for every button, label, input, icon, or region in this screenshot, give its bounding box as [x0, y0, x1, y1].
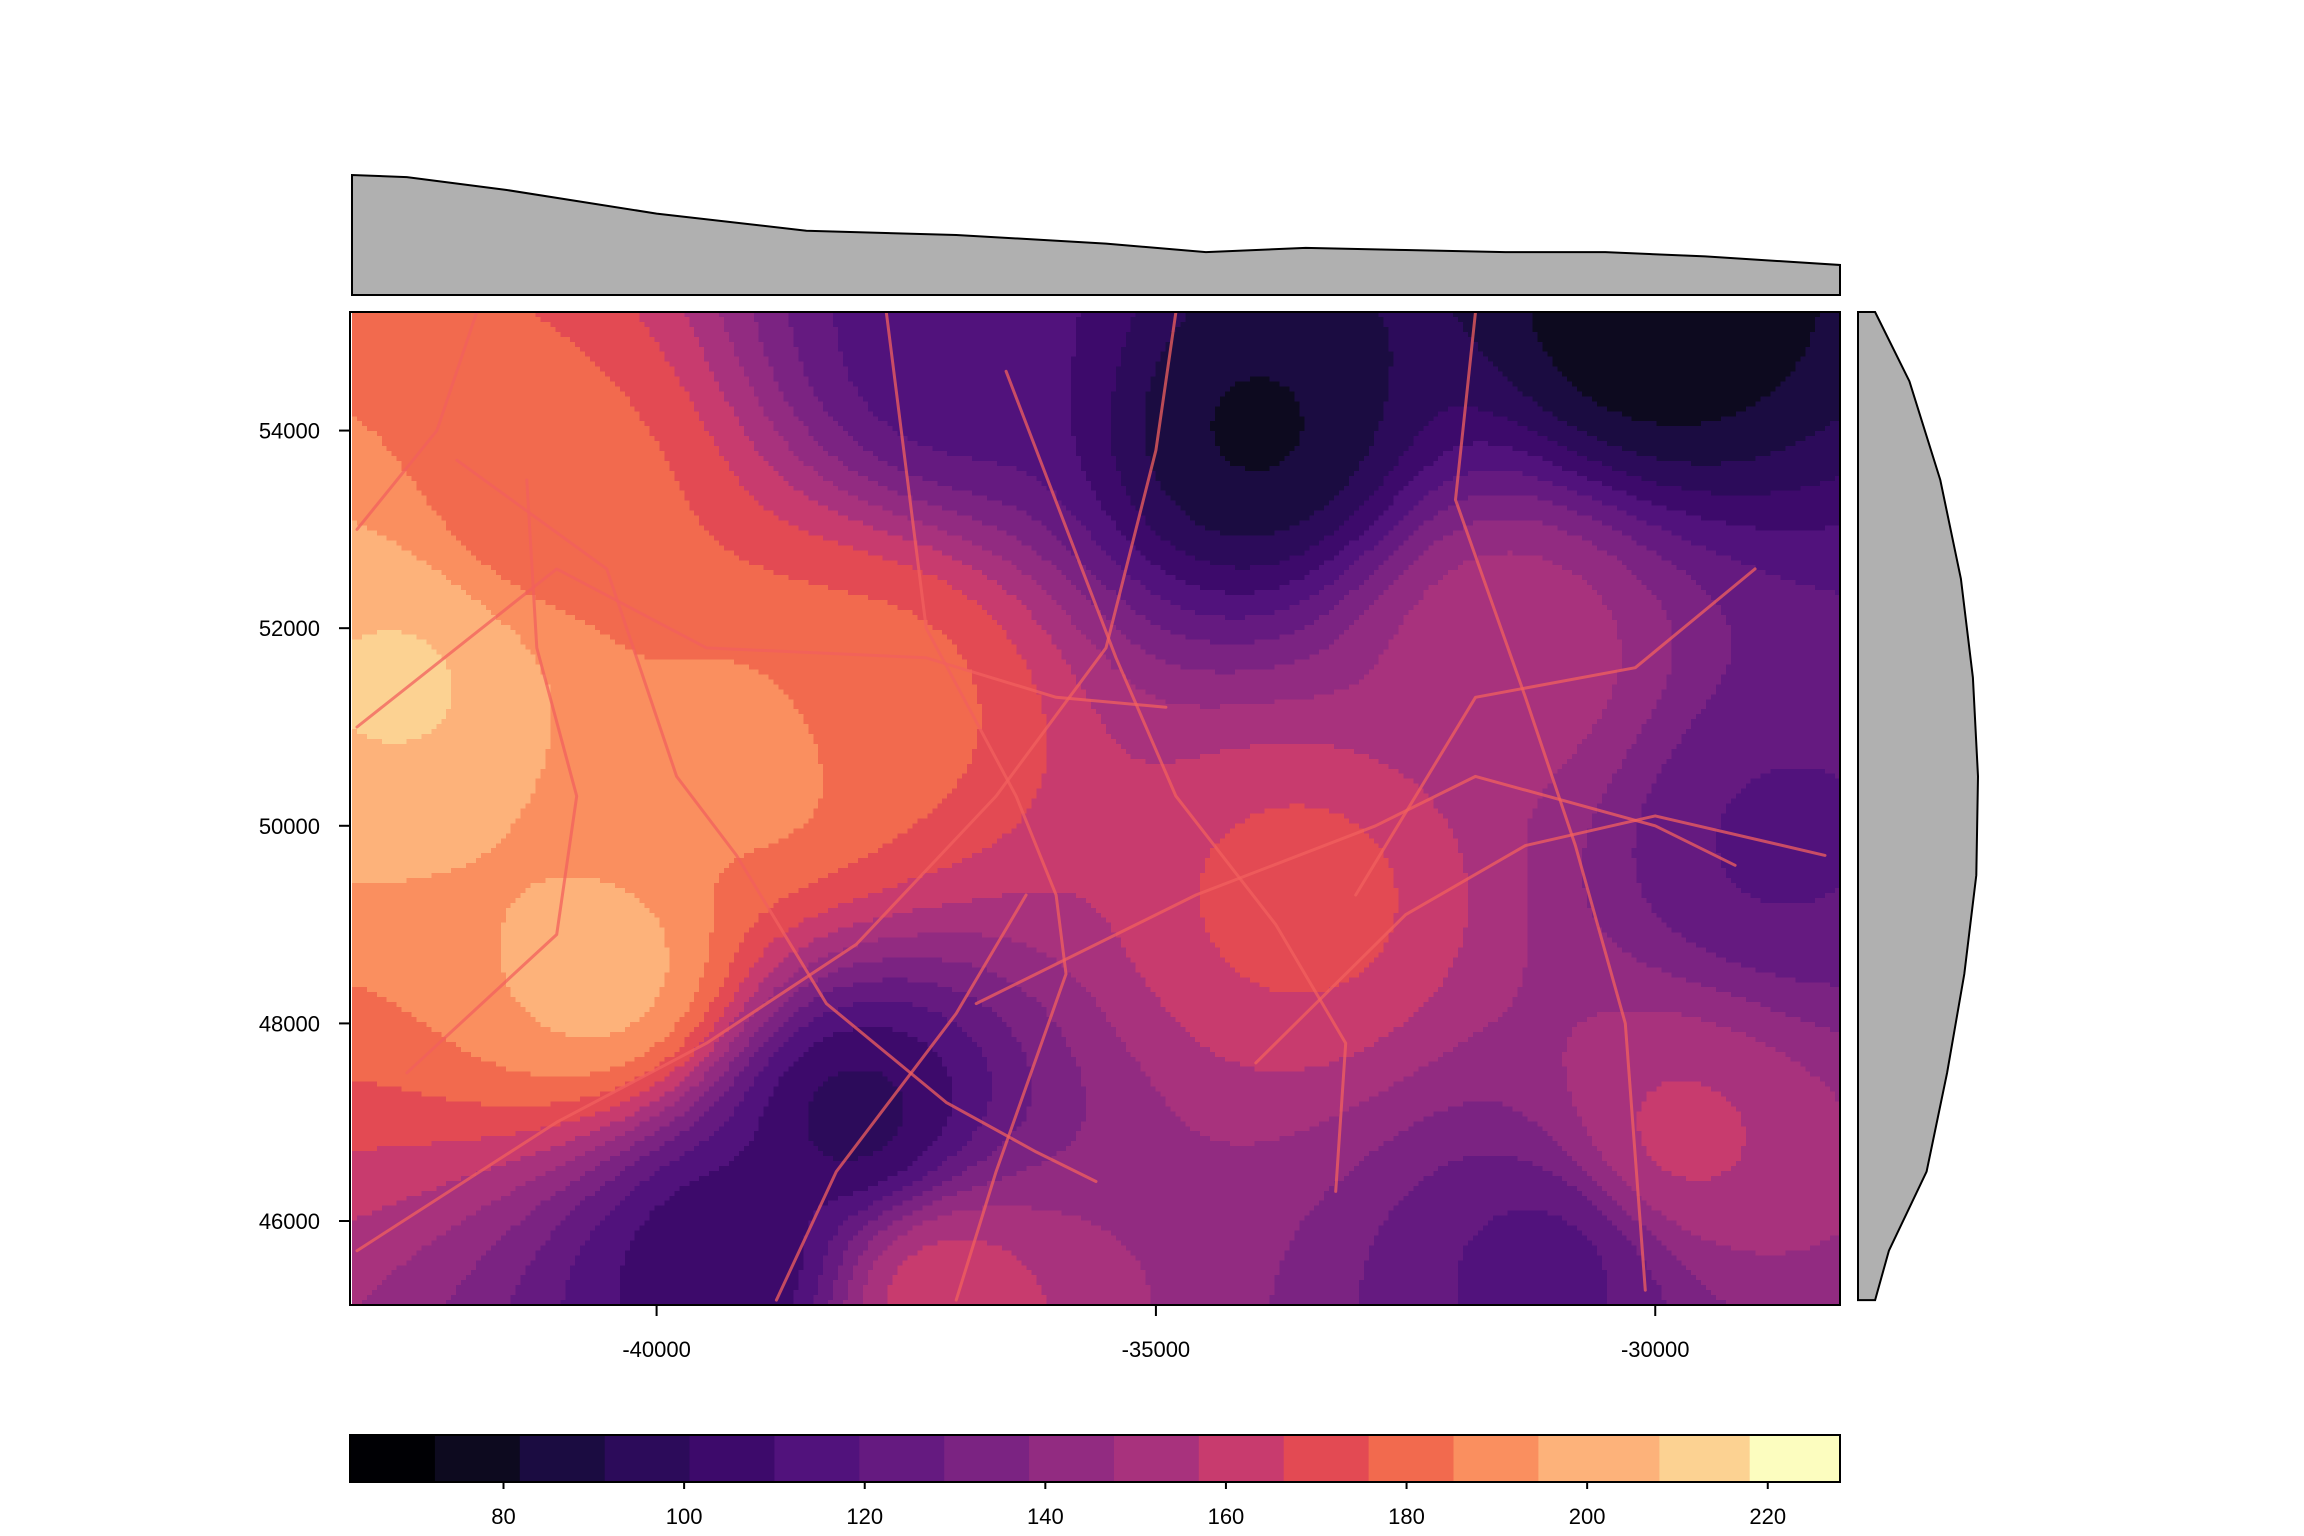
colorbar-swatch [1114, 1435, 1200, 1482]
road-3 [455, 458, 1098, 1183]
y-axis: 46000 48000 50000 52000 54000 [259, 419, 350, 1234]
y-tick-label: 48000 [259, 1011, 320, 1036]
road-5 [405, 478, 579, 1075]
colorbar-tick-label: 180 [1388, 1504, 1425, 1529]
x-tick-label: -40000 [622, 1337, 691, 1362]
x-tick-label: -35000 [1122, 1337, 1191, 1362]
colorbar-swatch [1283, 1435, 1370, 1482]
colorbar-tick-label: 140 [1027, 1504, 1064, 1529]
colorbar-swatch [1368, 1435, 1454, 1482]
colorbar-swatch [519, 1435, 606, 1482]
colorbar-swatch [1538, 1435, 1660, 1482]
right-marginal-area [1857, 311, 1980, 1302]
road-8 [1254, 814, 1827, 1065]
colorbar-swatch [1029, 1435, 1115, 1482]
road-10 [1354, 567, 1757, 897]
road-11 [974, 774, 1737, 1006]
road-4 [355, 312, 1178, 1253]
road-2 [355, 567, 1168, 729]
plot-frame [349, 311, 1841, 1306]
x-axis: -40000 -35000 -30000 [622, 1305, 1690, 1362]
road-9 [1454, 312, 1647, 1292]
colorbar-swatch [434, 1435, 521, 1482]
right-marginal-profile [1857, 311, 1980, 1302]
top-marginal-profile [351, 173, 1841, 296]
y-tick-label: 52000 [259, 616, 320, 641]
y-tick-label: 54000 [259, 419, 320, 444]
y-tick-label: 46000 [259, 1209, 320, 1234]
colorbar-swatch [1453, 1435, 1539, 1482]
x-tick-label: -30000 [1621, 1337, 1690, 1362]
colorbar-swatch [859, 1435, 945, 1482]
colorbar-tick-label: 80 [491, 1504, 515, 1529]
colorbar-frame [349, 1434, 1841, 1483]
colorbar-swatch [774, 1435, 860, 1482]
colorbar-tick-label: 160 [1208, 1504, 1245, 1529]
road-7 [1004, 369, 1348, 1193]
colorbar-swatch [1659, 1435, 1751, 1482]
colorbar-swatch [1749, 1435, 1841, 1482]
road-12 [774, 893, 1028, 1302]
top-marginal-area [351, 173, 1841, 296]
colorbar-swatch [944, 1435, 1030, 1482]
colorbar-swatch [350, 1435, 436, 1482]
colorbar-tick-label: 200 [1569, 1504, 1606, 1529]
colorbar-swatch [604, 1435, 691, 1482]
colorbar-tick-label: 100 [666, 1504, 703, 1529]
road-1 [355, 312, 479, 531]
colorbar-swatch [1198, 1435, 1285, 1482]
road-6 [884, 312, 1068, 1302]
y-tick-label: 50000 [259, 814, 320, 839]
colorbar-swatch [689, 1435, 775, 1482]
colorbar-tick-label: 120 [846, 1504, 883, 1529]
road-network [355, 312, 1827, 1302]
colorbar-tick-label: 220 [1749, 1504, 1786, 1529]
colorbar: 80 100 120 140 160 180 200 220 [349, 1434, 1841, 1529]
